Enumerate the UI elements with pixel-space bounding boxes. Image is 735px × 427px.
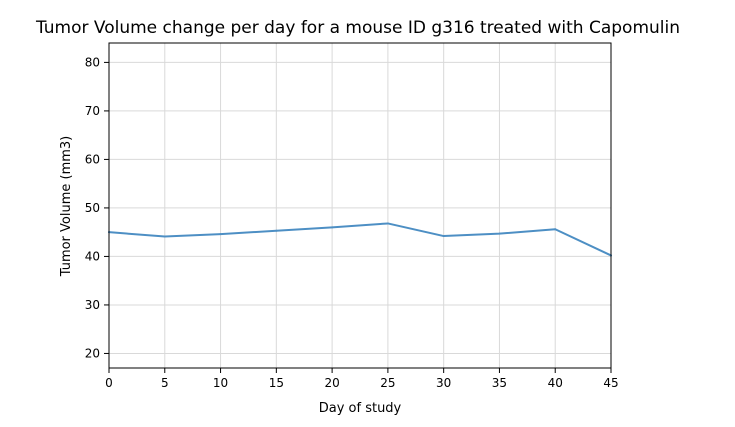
y-tick-label: 30 <box>85 298 100 312</box>
data-point <box>498 232 501 235</box>
x-tick-label: 5 <box>161 376 169 390</box>
grid-lines <box>108 43 612 368</box>
x-tick-label: 30 <box>436 376 451 390</box>
x-tick-label: 40 <box>548 376 563 390</box>
x-tick-label: 0 <box>105 376 113 390</box>
chart-title: Tumor Volume change per day for a mouse … <box>35 18 680 38</box>
y-tick-label: 80 <box>85 55 100 69</box>
data-point <box>275 229 278 232</box>
x-tick-label: 45 <box>603 376 618 390</box>
data-point <box>386 222 389 225</box>
data-point <box>554 228 557 231</box>
y-axis-label: Tumor Volume (mm3) <box>59 136 74 278</box>
plot-frame <box>108 42 612 369</box>
data-point <box>219 233 222 236</box>
data-point <box>163 235 166 238</box>
y-tick-label: 60 <box>85 152 100 166</box>
series-layer <box>108 222 612 257</box>
x-tick-label: 15 <box>269 376 284 390</box>
data-point <box>331 226 334 229</box>
x-axis-label: Day of study <box>319 401 402 416</box>
y-tick-label: 40 <box>85 249 100 263</box>
series-line <box>108 222 612 257</box>
y-tick-label: 50 <box>85 201 100 215</box>
x-tick-label: 10 <box>213 376 228 390</box>
axis-ticks: 0 5 10 15 20 25 30 35 40 45 20 30 40 50 60 70 80 <box>85 55 619 390</box>
data-point <box>442 235 445 238</box>
x-tick-label: 20 <box>324 376 339 390</box>
x-tick-label: 35 <box>492 376 507 390</box>
y-tick-label: 20 <box>85 346 100 360</box>
y-tick-label: 70 <box>85 104 100 118</box>
x-tick-label: 25 <box>380 376 395 390</box>
